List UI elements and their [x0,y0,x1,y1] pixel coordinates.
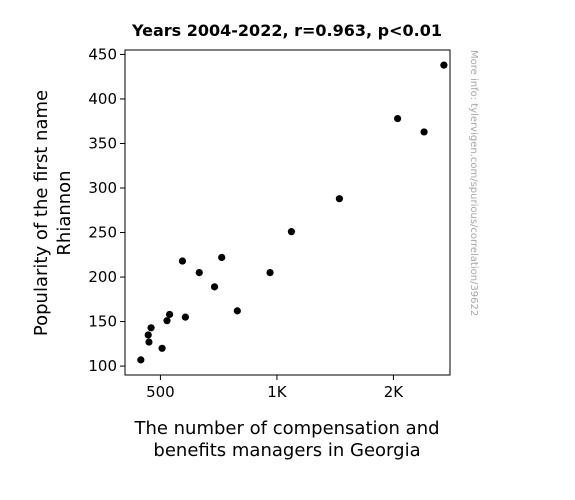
x-tick-label: 1K [267,383,288,401]
y-axis-label-line1: Popularity of the first name [31,90,52,336]
data-point [145,338,153,346]
data-point [147,324,155,332]
data-point [181,313,189,321]
data-point [158,344,166,352]
x-axis-ticks: 500 1K 2K [146,375,404,401]
y-tick-label: 200 [88,268,117,286]
y-tick-label: 300 [88,179,117,197]
data-point [178,257,187,265]
y-tick-label: 400 [88,90,117,108]
data-point [195,269,203,277]
data-point [335,195,343,203]
y-tick-label: 100 [88,357,117,375]
x-tick-label: 500 [146,383,175,401]
x-axis-label-line1: The number of compensation and [133,418,439,439]
data-point [144,331,152,339]
y-axis-ticks: 100 150 200 250 300 350 400 450 [88,45,125,375]
chart-title: Years 2004-2022, r=0.963, p<0.01 [131,21,442,40]
data-point [137,356,145,364]
y-tick-label: 350 [88,134,117,152]
data-point [420,128,428,136]
data-point [287,228,296,236]
data-point [218,253,226,262]
data-point [210,283,219,291]
data-point [266,269,274,277]
data-point [440,61,448,69]
data-point [233,307,241,315]
y-tick-label: 250 [88,224,117,242]
y-axis-label-line2: Rhiannon [54,170,75,255]
y-tick-label: 150 [88,313,117,331]
watermark-text: More info: tylervigen.com/spurious/corre… [468,50,479,316]
plot-frame [124,49,451,376]
data-point [165,310,174,319]
x-axis-label-line2: benefits managers in Georgia [153,440,420,461]
data-point [163,317,171,325]
data-points [137,61,448,364]
y-tick-label: 450 [88,45,117,63]
data-point [393,114,402,123]
x-tick-label: 2K [384,383,405,401]
